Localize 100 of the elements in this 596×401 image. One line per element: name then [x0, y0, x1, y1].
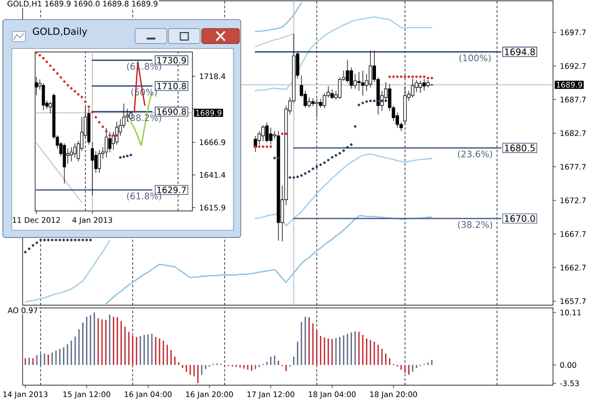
point [254, 145, 257, 148]
point [266, 145, 268, 148]
point [108, 134, 112, 137]
annotation: (38.2%) [458, 220, 492, 229]
candlestick [368, 50, 372, 88]
point [116, 134, 118, 137]
point [28, 247, 30, 250]
point [42, 56, 45, 60]
point [62, 238, 65, 242]
candlestick [330, 89, 334, 100]
point [380, 100, 384, 102]
point [411, 75, 414, 78]
annotation: (61.8%) [127, 192, 162, 200]
candlestick [73, 143, 76, 158]
point [77, 93, 80, 96]
point [384, 100, 388, 102]
candlestick [70, 146, 73, 162]
point [319, 163, 322, 166]
point [66, 84, 70, 87]
point [88, 106, 90, 108]
point [91, 110, 94, 114]
point [70, 86, 73, 90]
point [46, 60, 48, 64]
point [430, 76, 434, 80]
point [80, 96, 84, 98]
point [58, 238, 62, 242]
point [419, 75, 422, 78]
candlestick [261, 124, 265, 142]
point [47, 238, 50, 242]
data-label: 1680.5 [504, 144, 535, 152]
candlestick [353, 74, 357, 90]
candlestick [269, 127, 272, 145]
candlestick [258, 130, 261, 145]
point [288, 176, 292, 179]
point [102, 125, 104, 128]
point [273, 156, 276, 160]
point [258, 145, 261, 148]
annotation: (100%) [459, 54, 491, 62]
point [408, 75, 410, 78]
candlestick [361, 70, 364, 96]
candlestick [322, 93, 326, 109]
annotation: (23.6%) [458, 150, 492, 158]
point [36, 241, 38, 244]
point [426, 76, 430, 80]
point [126, 154, 129, 158]
candlestick [98, 149, 101, 174]
point [35, 51, 38, 54]
point [60, 76, 62, 79]
data-label: 1694.8 [504, 48, 535, 56]
point [422, 75, 426, 78]
point [105, 130, 108, 132]
point [404, 75, 406, 78]
point [50, 238, 54, 242]
point [300, 174, 303, 177]
point [82, 238, 84, 242]
data-label: 1710.8 [157, 82, 186, 90]
point [66, 238, 69, 242]
point [32, 244, 34, 247]
point [292, 176, 296, 179]
candlestick [104, 128, 108, 158]
point [74, 90, 76, 93]
candlestick [410, 78, 414, 98]
point [350, 143, 353, 146]
candlestick [42, 82, 45, 110]
candlestick [418, 80, 422, 94]
point [98, 120, 101, 124]
point [388, 75, 391, 78]
candlestick [414, 80, 418, 92]
point [24, 250, 27, 254]
point [89, 238, 92, 242]
point [49, 64, 52, 68]
point [78, 238, 80, 242]
point [296, 176, 299, 178]
candlestick [422, 78, 426, 92]
point [74, 238, 76, 242]
point [63, 80, 66, 83]
point [54, 238, 58, 242]
point [365, 100, 368, 103]
point [304, 172, 307, 175]
data-label: 1690.8 [157, 108, 186, 115]
point [354, 125, 356, 128]
point [334, 154, 338, 157]
point [373, 100, 376, 102]
point [400, 75, 402, 78]
candlestick [265, 122, 269, 143]
point [70, 238, 73, 242]
point [315, 165, 318, 168]
point [376, 100, 380, 102]
point [312, 167, 314, 170]
point [361, 102, 364, 104]
data-label: 1629.7 [157, 186, 186, 194]
point [43, 238, 46, 242]
point [85, 238, 88, 242]
point [56, 72, 59, 75]
point [308, 170, 310, 173]
point [342, 149, 345, 152]
candlestick [108, 132, 112, 153]
point [323, 161, 326, 164]
point [338, 152, 342, 155]
point [392, 75, 395, 78]
